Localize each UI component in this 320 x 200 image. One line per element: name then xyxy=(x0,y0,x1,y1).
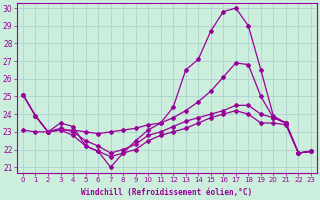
X-axis label: Windchill (Refroidissement éolien,°C): Windchill (Refroidissement éolien,°C) xyxy=(81,188,252,197)
